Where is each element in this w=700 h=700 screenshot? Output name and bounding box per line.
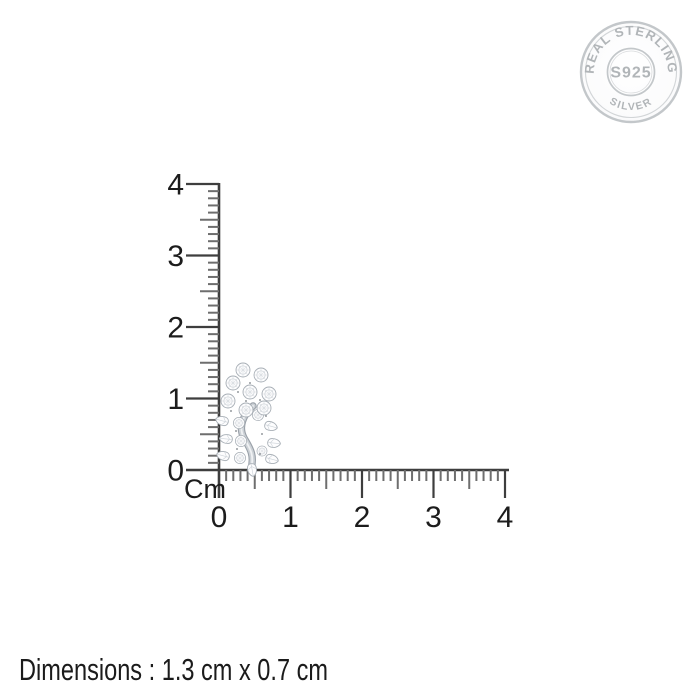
badge-center-ring	[606, 47, 656, 97]
horizontal-ruler-label: 1	[282, 501, 299, 534]
vertical-ruler-label: 2	[167, 312, 184, 345]
svg-text:SILVER: SILVER	[607, 95, 654, 113]
dimensions-text: Dimensions : 1.3 cm x 0.7 cm	[19, 652, 328, 687]
badge-outer-ring	[579, 20, 683, 124]
vertical-ruler-label: 4	[167, 169, 184, 202]
earring-flower-stones	[220, 362, 277, 418]
horizontal-ruler-label: 4	[497, 501, 514, 534]
vertical-ruler-label: 0	[167, 455, 184, 488]
badge-center-ring-inner	[609, 50, 653, 94]
horizontal-ruler-label: 3	[425, 501, 442, 534]
badge-inner-edge-ring	[584, 25, 678, 119]
earring-product-image	[214, 362, 282, 477]
horizontal-ruler-label: 2	[354, 501, 371, 534]
badge-center-text: S925	[610, 65, 651, 82]
vertical-ruler-label: 3	[167, 240, 184, 273]
badge-arc-bottom-text: SILVER	[607, 95, 653, 113]
sterling-silver-badge: REAL STERLING SILVER S925	[579, 20, 683, 124]
horizontal-ruler-label: 0	[211, 501, 228, 534]
earring-prong-dots	[230, 382, 267, 455]
vertical-ruler-label: 1	[167, 383, 184, 416]
ruler-unit-label: Cm	[184, 474, 226, 504]
